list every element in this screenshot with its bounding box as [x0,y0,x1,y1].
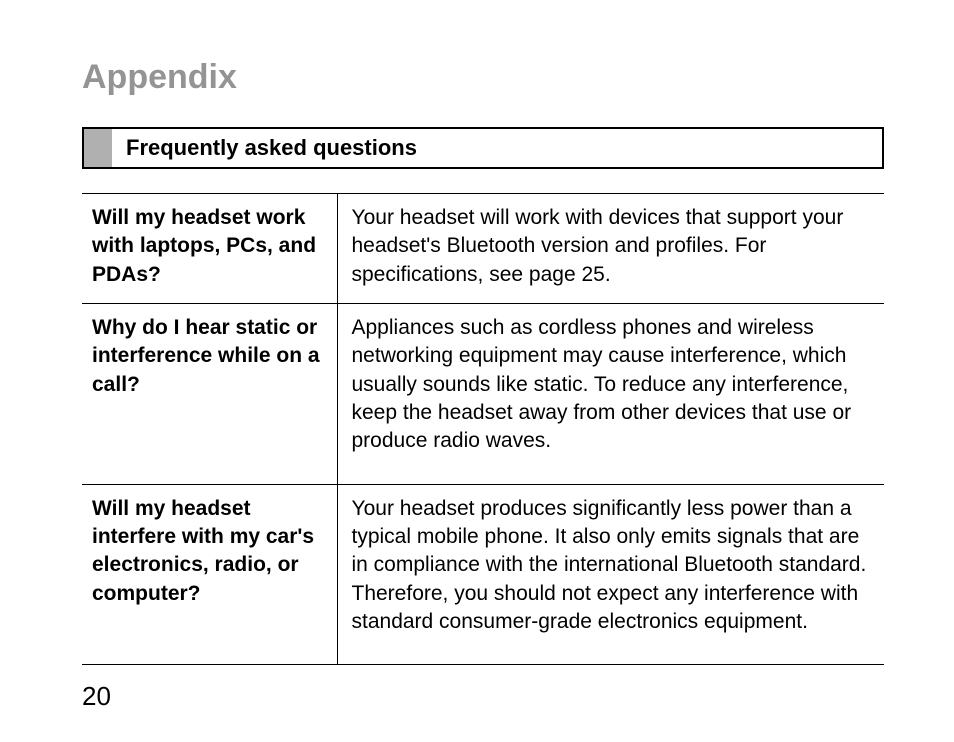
faq-question: Will my headset interfere with my car's … [82,484,337,665]
table-row: Will my headset work with laptops, PCs, … [82,194,884,304]
faq-question: Will my headset work with laptops, PCs, … [82,194,337,304]
table-row: Will my headset interfere with my car's … [82,484,884,665]
page-content: Appendix Frequently asked questions Will… [0,0,954,665]
section-header: Frequently asked questions [82,127,884,169]
faq-table: Will my headset work with laptops, PCs, … [82,193,884,665]
section-marker [84,129,112,167]
faq-question: Why do I hear static or interference whi… [82,304,337,485]
section-title: Frequently asked questions [112,129,431,167]
faq-answer: Your headset will work with devices that… [337,194,884,304]
faq-answer: Appliances such as cordless phones and w… [337,304,884,485]
table-row: Why do I hear static or interference whi… [82,304,884,485]
page-number: 20 [82,681,111,712]
faq-answer: Your headset produces significantly less… [337,484,884,665]
page-title: Appendix [82,58,884,97]
